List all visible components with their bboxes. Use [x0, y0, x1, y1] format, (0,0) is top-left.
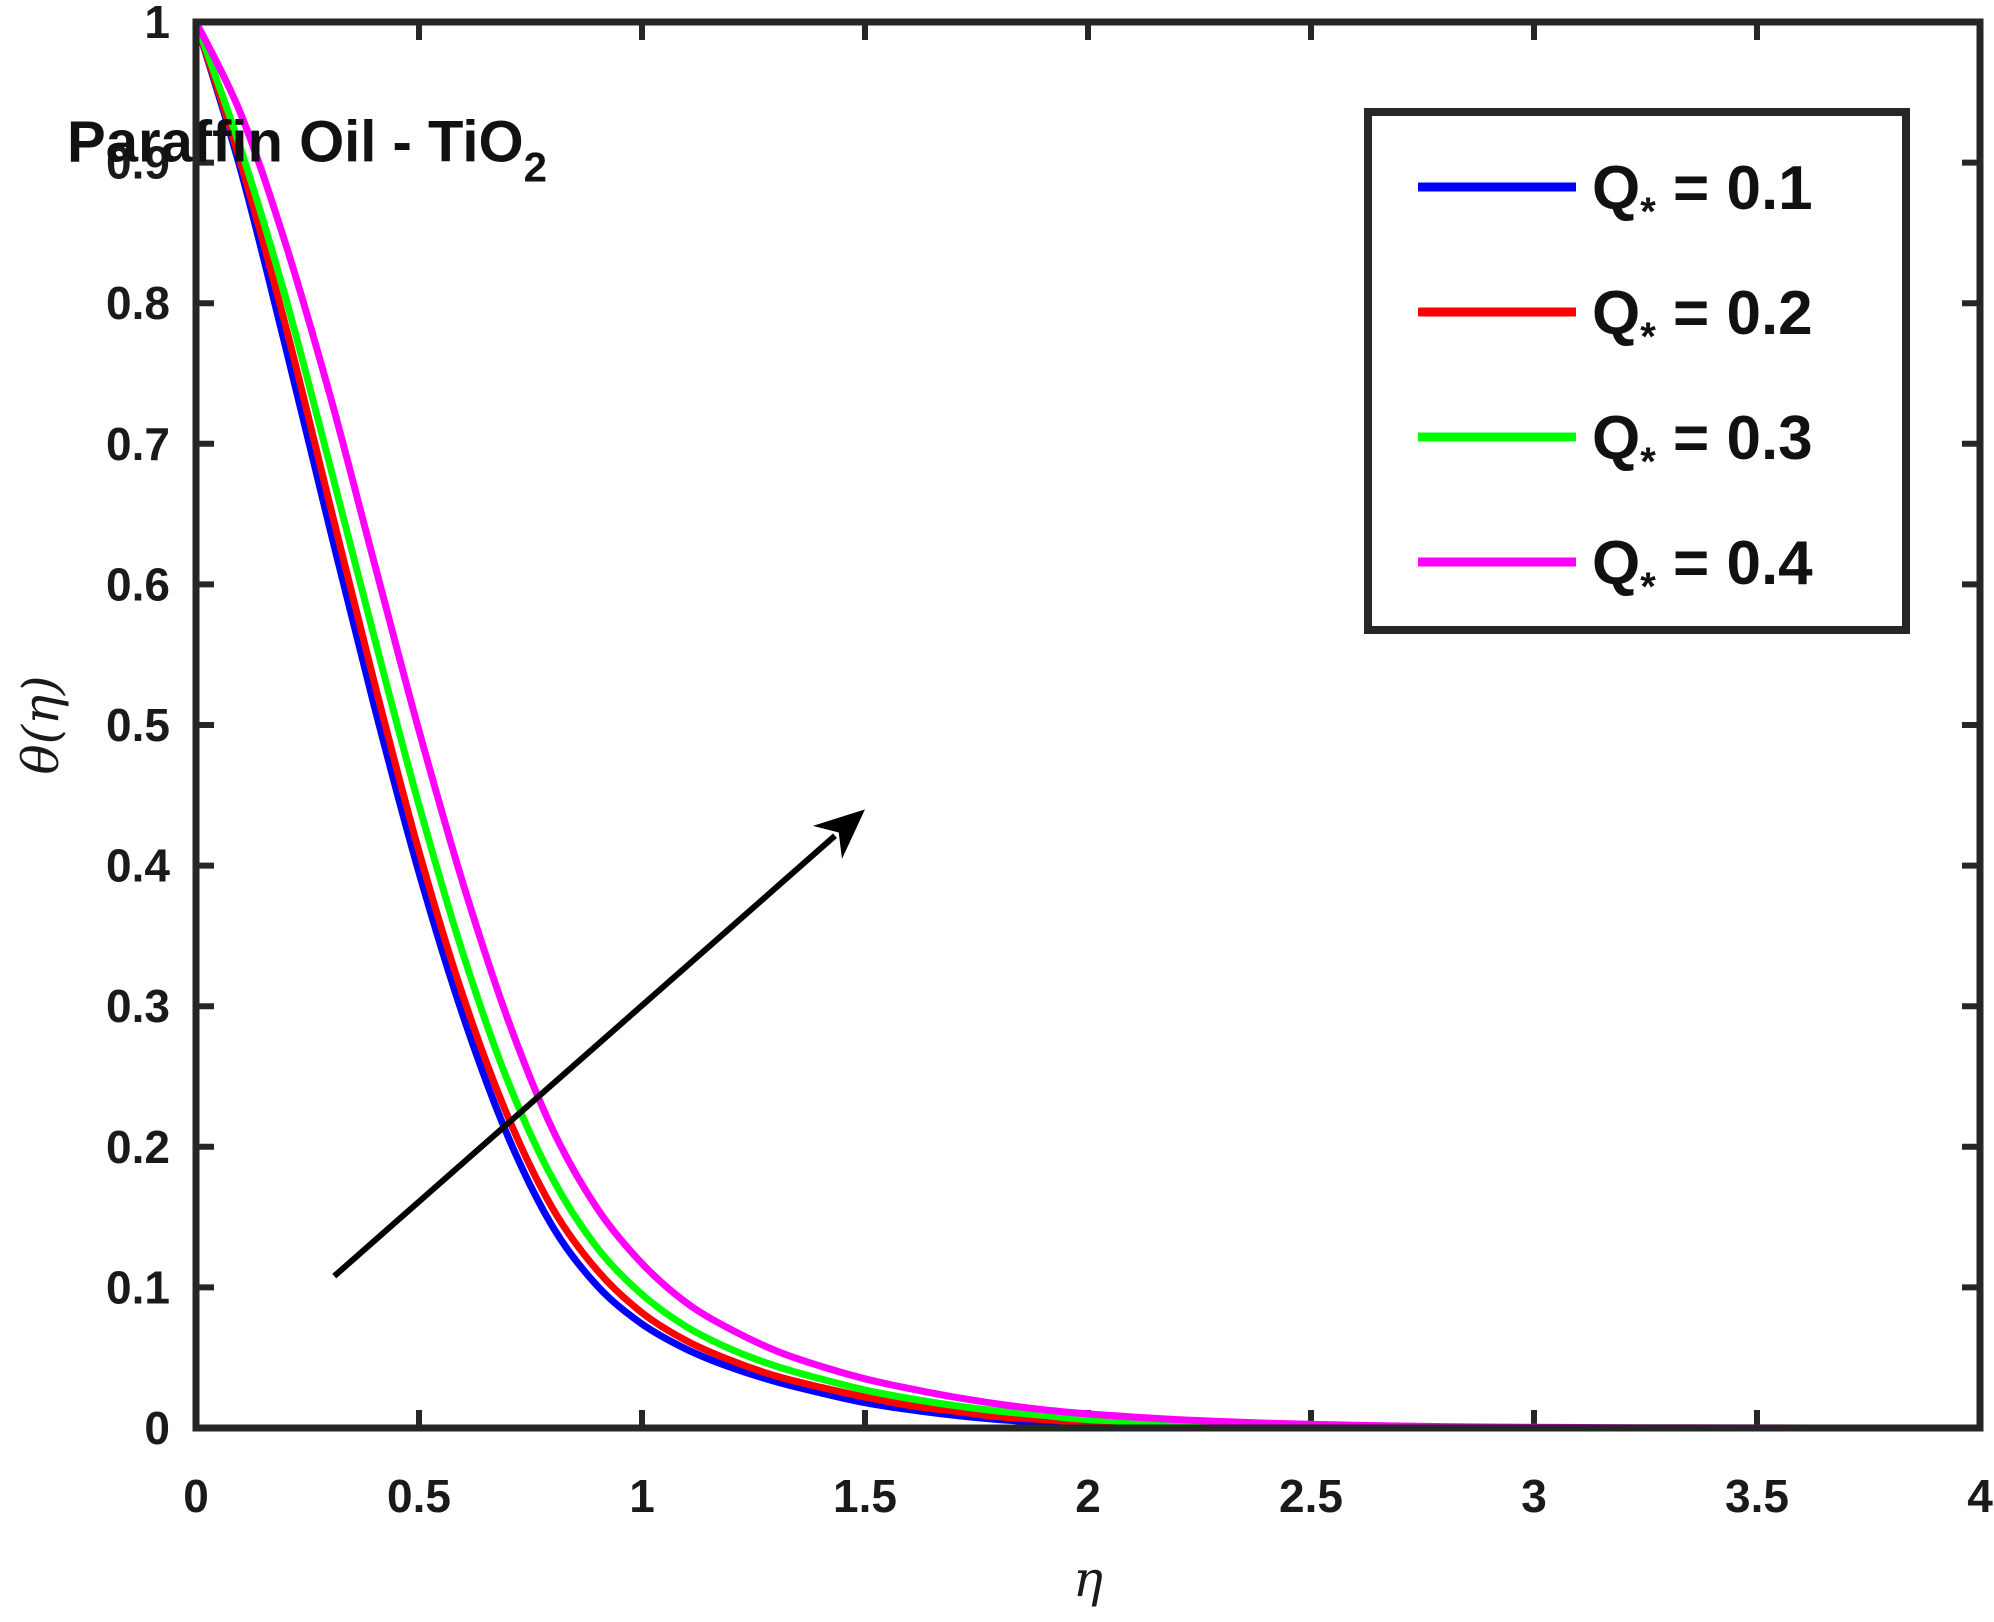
- trend-arrow: [332, 809, 865, 1279]
- y-tick-label-1: 0.1: [106, 1261, 170, 1313]
- x-axis-label: η: [1073, 1550, 1103, 1608]
- legend-label-symbol: Q: [1592, 279, 1640, 348]
- legend-label-value: = 0.4: [1656, 529, 1813, 598]
- y-tick-label-10: 1: [144, 0, 170, 48]
- x-tick-label-8: 4: [1967, 1470, 1993, 1522]
- y-axis-label: θ(η): [12, 675, 70, 774]
- annotation-label: Paraffin Oil - TiO2: [67, 110, 547, 191]
- y-tick-label-0: 0: [144, 1402, 170, 1454]
- legend-label-value: = 0.1: [1656, 154, 1813, 223]
- y-tick-label-7: 0.7: [106, 418, 170, 470]
- x-tick-label-1: 0.5: [387, 1470, 451, 1522]
- legend-label-value: = 0.3: [1656, 404, 1813, 473]
- legend-label-3: Q* = 0.3: [1592, 404, 1813, 484]
- x-tick-label-0: 0: [183, 1470, 209, 1522]
- y-tick-label-9: 0.9: [106, 137, 170, 189]
- trend-arrow-head: [812, 809, 865, 859]
- trend-arrow-line: [332, 833, 837, 1279]
- legend-box: [1364, 108, 1910, 634]
- y-tick-label-5: 0.5: [106, 699, 170, 751]
- y-tick-label-3: 0.3: [106, 980, 170, 1032]
- legend: Q* = 0.1Q* = 0.2Q* = 0.3Q* = 0.4: [1364, 108, 1910, 634]
- legend-label-subscript: *: [1640, 565, 1656, 609]
- x-tick-label-5: 2.5: [1279, 1470, 1343, 1522]
- x-tick-label-7: 3.5: [1725, 1470, 1789, 1522]
- legend-label-symbol: Q: [1592, 404, 1640, 473]
- y-tick-label-4: 0.4: [106, 840, 170, 892]
- legend-label-value: = 0.2: [1656, 279, 1813, 348]
- plot-frame: [192, 18, 1984, 1432]
- annotation-text: Paraffin Oil - TiO: [67, 110, 524, 175]
- legend-label-2: Q* = 0.2: [1592, 279, 1813, 359]
- legend-label-1: Q* = 0.1: [1592, 154, 1813, 234]
- x-tick-label-2: 1: [629, 1470, 655, 1522]
- annotation-subscript: 2: [524, 144, 547, 191]
- x-tick-label-3: 1.5: [833, 1470, 897, 1522]
- legend-label-subscript: *: [1640, 315, 1656, 359]
- legend-label-subscript: *: [1640, 190, 1656, 234]
- tick-labels: 0 0.5 1 1.5 2 2.5 3 3.5 4 0 0.1 0.2 0.3 0.4 0.5 0.6 0.7 0…: [106, 0, 1993, 1522]
- legend-label-symbol: Q: [1592, 529, 1640, 598]
- legend-label-4: Q* = 0.4: [1592, 529, 1813, 609]
- y-tick-label-6: 0.6: [106, 558, 170, 610]
- legend-label-symbol: Q: [1592, 154, 1640, 223]
- legend-label-subscript: *: [1640, 440, 1656, 484]
- y-tick-label-8: 0.8: [106, 277, 170, 329]
- y-tick-label-2: 0.2: [106, 1121, 170, 1173]
- x-tick-label-4: 2: [1075, 1470, 1101, 1522]
- x-tick-label-6: 3: [1521, 1470, 1547, 1522]
